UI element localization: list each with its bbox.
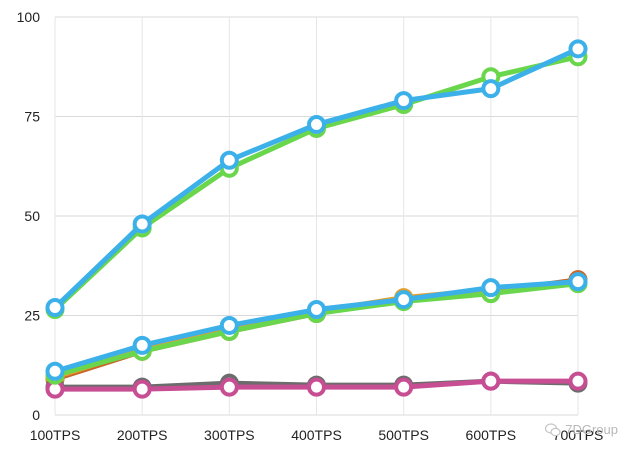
x-tick-label: 600TPS bbox=[466, 427, 517, 443]
data-point bbox=[481, 371, 501, 391]
data-point bbox=[219, 315, 239, 335]
data-point bbox=[132, 335, 152, 355]
x-tick-label: 100TPS bbox=[30, 427, 81, 443]
x-tick-label: 200TPS bbox=[117, 427, 168, 443]
data-point bbox=[307, 114, 326, 134]
data-point bbox=[219, 377, 239, 397]
data-point bbox=[568, 272, 588, 292]
y-tick-label: 0 bbox=[32, 407, 40, 423]
x-tick-label: 400TPS bbox=[291, 427, 342, 443]
data-point bbox=[481, 278, 501, 298]
wechat-icon bbox=[545, 422, 561, 436]
data-point bbox=[568, 39, 588, 59]
y-tick-label: 25 bbox=[24, 308, 40, 324]
y-tick-label: 50 bbox=[24, 208, 40, 224]
x-tick-label: 700TPS bbox=[553, 427, 604, 443]
data-point bbox=[132, 214, 152, 234]
series-6 bbox=[45, 272, 588, 381]
data-point bbox=[45, 298, 65, 318]
data-point bbox=[219, 150, 239, 170]
data-point bbox=[307, 377, 326, 397]
x-axis-ticks: 100TPS 200TPS 300TPS 400TPS 500TPS 600TPS 700T… bbox=[30, 427, 604, 443]
data-point bbox=[45, 361, 65, 381]
watermark-text: 7DGroup bbox=[565, 422, 618, 437]
data-point bbox=[568, 371, 588, 391]
data-point bbox=[307, 300, 326, 320]
data-point bbox=[394, 91, 414, 111]
data-point bbox=[394, 377, 414, 397]
data-point bbox=[481, 79, 501, 99]
y-tick-label: 75 bbox=[24, 109, 40, 125]
y-tick-label: 100 bbox=[17, 9, 41, 25]
x-tick-label: 300TPS bbox=[204, 427, 255, 443]
series-group bbox=[45, 39, 588, 399]
series-4 bbox=[45, 371, 588, 399]
watermark: 7DGroup bbox=[545, 422, 618, 437]
y-axis-ticks: 0 25 50 75 100 bbox=[17, 9, 41, 423]
data-point bbox=[132, 379, 152, 399]
data-point bbox=[394, 290, 414, 310]
series-8 bbox=[45, 39, 588, 318]
x-tick-label: 500TPS bbox=[378, 427, 429, 443]
